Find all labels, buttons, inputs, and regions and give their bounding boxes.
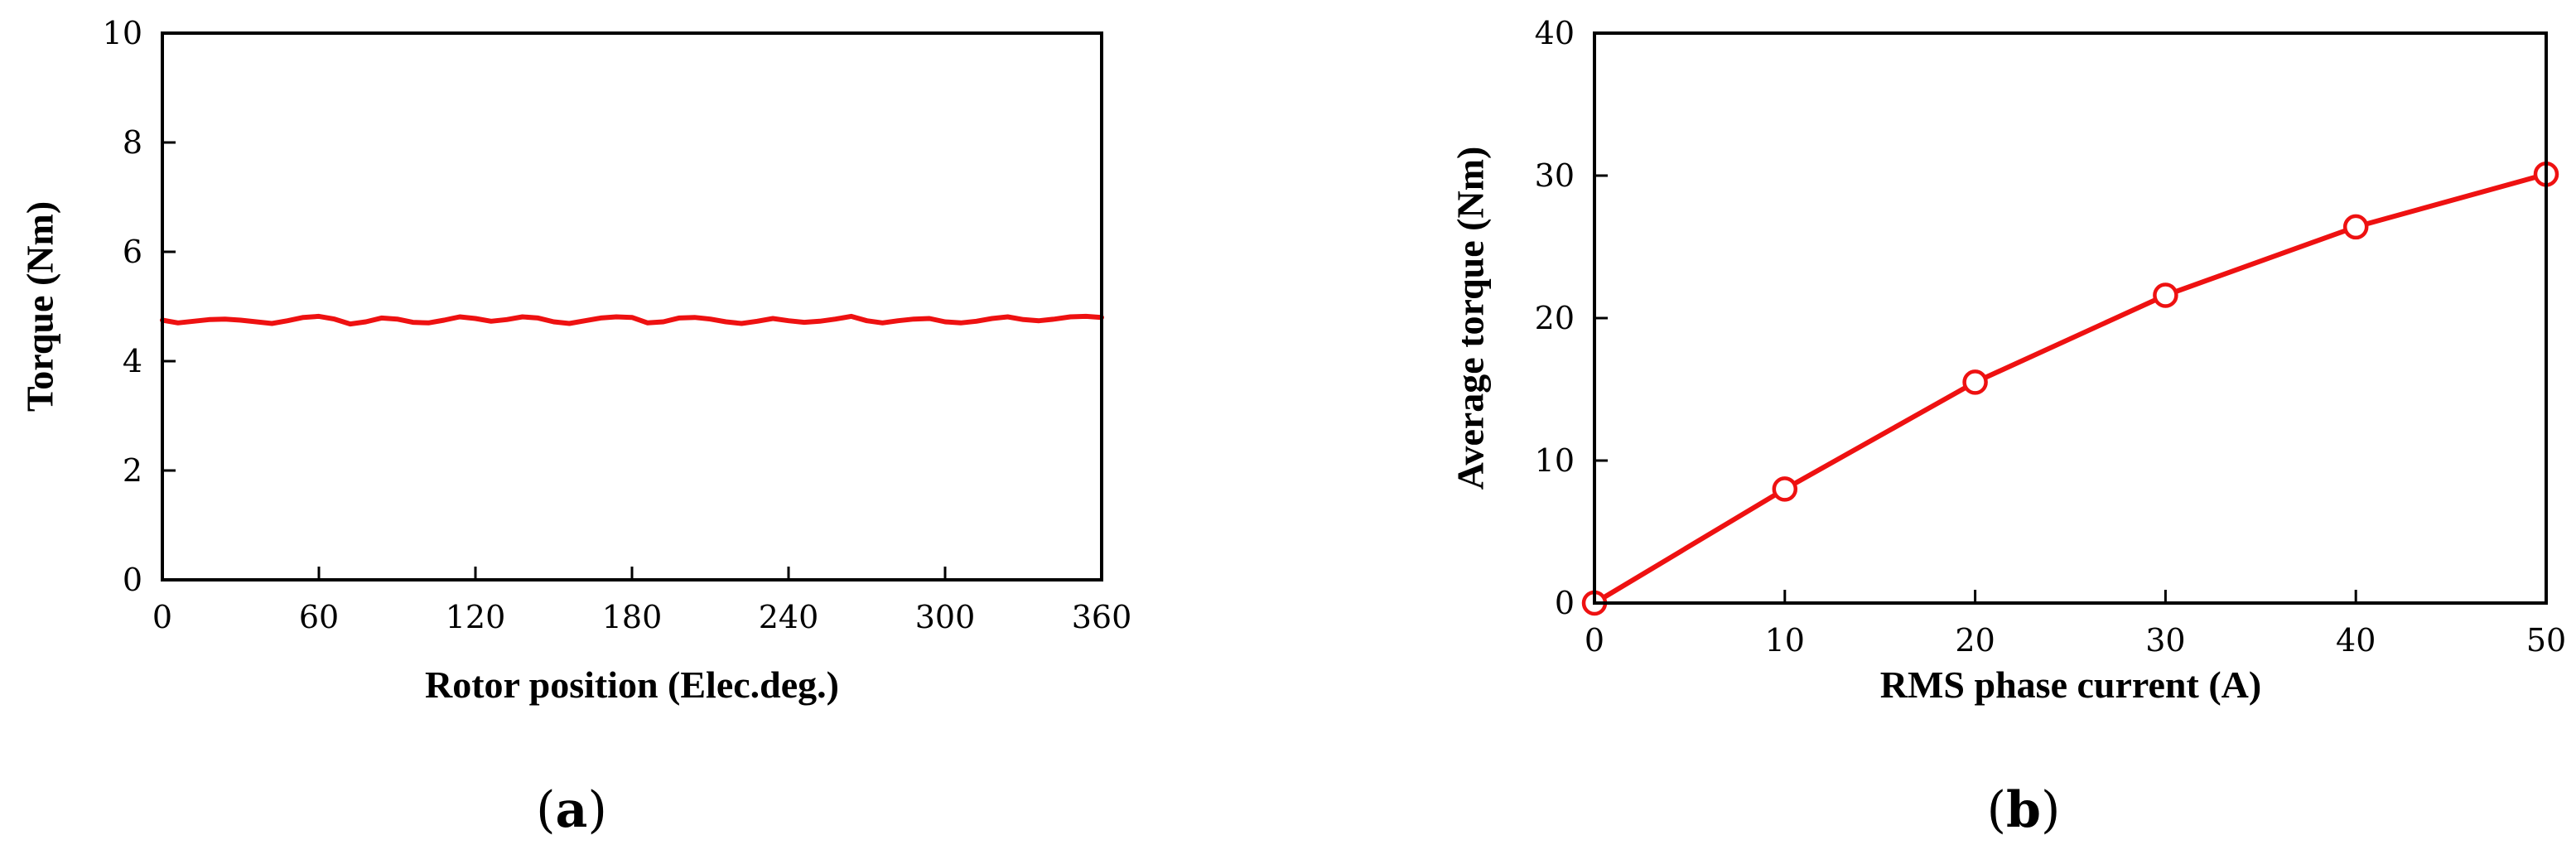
- x-tick-label: 300: [915, 599, 976, 635]
- series-line: [160, 313, 1104, 327]
- chart-a-ticks: 0 60 120 180 240 300 360 0 2 4 6 8 10: [103, 15, 1132, 635]
- chart-a-x-axis-title: Rotor position (Elec.deg.): [425, 664, 839, 706]
- x-tick-label: 50: [2526, 622, 2566, 659]
- chart-b-series: [1581, 162, 2559, 616]
- series-line: [1592, 171, 2549, 606]
- x-tick-label: 20: [1955, 622, 1995, 659]
- y-tick-label: 20: [1535, 300, 1575, 336]
- data-point-marker: [1962, 369, 1988, 395]
- y-tick-label: 2: [123, 452, 142, 489]
- x-tick-label: 10: [1765, 622, 1805, 659]
- chart-b-y-axis-title: Average torque (Nm): [1450, 147, 1492, 490]
- chart-a-y-axis-title: Torque (Nm): [19, 201, 61, 412]
- panel-label-a: (a): [536, 781, 607, 839]
- x-tick-label: 180: [602, 599, 663, 635]
- chart-b-x-axis-title: RMS phase current (A): [1880, 664, 2261, 706]
- y-tick-label: 0: [123, 562, 142, 598]
- x-tick-label: 120: [446, 599, 506, 635]
- x-tick-label: 360: [1072, 599, 1132, 635]
- average-torque-vs-current-chart: 0 10 20 30 40 50 0 10 20 30 40 RMS phase current (…: [1450, 15, 2567, 839]
- chart-a-series: [160, 313, 1104, 327]
- y-tick-label: 8: [123, 124, 142, 161]
- chart-b-ticks: 0 10 20 30 40 50 0 10 20 30 40: [1535, 15, 2567, 659]
- y-tick-label: 0: [1555, 585, 1575, 621]
- x-tick-label: 240: [759, 599, 819, 635]
- x-tick-label: 60: [299, 599, 339, 635]
- x-tick-label: 30: [2145, 622, 2185, 659]
- y-tick-label: 10: [103, 15, 142, 51]
- y-tick-label: 10: [1535, 442, 1575, 479]
- x-tick-label: 0: [152, 599, 172, 635]
- x-tick-label: 40: [2336, 622, 2376, 659]
- data-point-marker: [2153, 282, 2178, 308]
- y-tick-label: 30: [1535, 157, 1575, 194]
- chart-b-plot-frame: [1593, 31, 2548, 605]
- y-tick-label: 40: [1535, 15, 1575, 51]
- y-tick-label: 4: [123, 343, 142, 379]
- panel-label-b: (b): [1987, 781, 2061, 839]
- chart-a-plot-frame: [161, 31, 1103, 582]
- x-tick-label: 0: [1585, 622, 1604, 659]
- y-tick-label: 6: [123, 234, 142, 270]
- data-point-marker: [2342, 214, 2369, 240]
- torque-vs-rotor-position-chart: 0 60 120 180 240 300 360 0 2 4 6 8 10 Rotor position…: [19, 15, 1132, 839]
- data-point-marker: [1772, 476, 1798, 502]
